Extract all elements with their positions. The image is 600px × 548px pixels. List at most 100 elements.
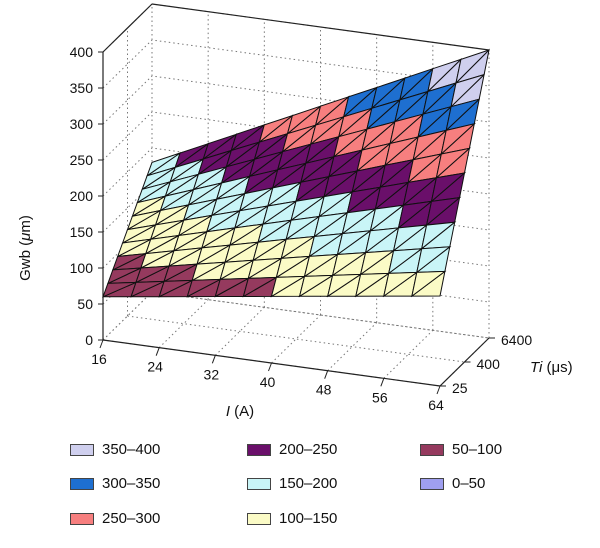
surface-facet	[369, 204, 406, 233]
surface-facet	[187, 182, 222, 207]
surface-facet	[202, 133, 237, 161]
surface-facet	[425, 196, 462, 227]
surface-facet	[430, 172, 467, 203]
x-tick-mark	[211, 355, 216, 364]
legend-label: 50–100	[452, 441, 503, 458]
surface-facet	[238, 187, 274, 212]
surface-facet	[427, 58, 462, 94]
legend-swatch	[247, 512, 271, 525]
surface-facet	[389, 113, 424, 145]
x-tick-mark	[380, 378, 385, 387]
surface-facet	[164, 173, 199, 198]
surface-facet	[230, 124, 265, 152]
surface-facet	[394, 91, 429, 124]
legend-item: 200–250	[247, 441, 337, 458]
surface-facet	[275, 255, 310, 279]
surface-facet	[243, 169, 278, 195]
surface-facet	[186, 278, 221, 298]
legend-swatch	[70, 443, 94, 456]
surface-facet	[192, 166, 227, 191]
surface-facet	[149, 219, 184, 241]
legend-swatch	[420, 477, 444, 490]
surface-facet	[300, 156, 335, 184]
surface-facet	[383, 271, 419, 298]
x-tick-label: 32	[204, 366, 220, 382]
y-tick-label: 6400	[501, 332, 532, 348]
surface-facet	[214, 277, 249, 298]
surface-facet	[412, 129, 447, 162]
surface-facet	[366, 99, 401, 131]
z-tick-label: 200	[70, 188, 94, 204]
legend-swatch	[70, 477, 94, 490]
surface-facet	[308, 233, 343, 258]
surface-facet	[234, 205, 269, 230]
surface-facet	[197, 150, 232, 176]
surface-facet	[387, 248, 424, 275]
legend-item: 300–350	[70, 475, 160, 492]
y-tick-label: 400	[477, 356, 501, 372]
surface-facet	[220, 158, 255, 185]
surface-facet	[219, 259, 254, 281]
surface-facet	[337, 107, 373, 139]
frame-edge	[151, 3, 490, 51]
z-tick-label: 50	[77, 296, 93, 312]
legend-swatch	[420, 443, 444, 456]
surface-facet	[298, 274, 335, 298]
depth-axis-label: Ti (μs)	[530, 359, 573, 376]
x-tick-label: 48	[316, 382, 332, 398]
surface-facet	[191, 261, 226, 282]
surface-facet	[248, 151, 283, 178]
surface-facet	[102, 281, 137, 298]
surface-facet	[201, 227, 236, 250]
surface-facet	[141, 166, 176, 191]
legend-item: 350–400	[70, 441, 160, 458]
legend-swatch	[247, 477, 271, 490]
z-tick-label: 0	[85, 332, 93, 348]
surface-facet	[455, 49, 490, 85]
surface-facet	[169, 158, 204, 184]
surface-facet	[304, 136, 340, 165]
surface-facet	[342, 87, 378, 119]
z-tick-label: 400	[70, 44, 94, 60]
legend-label: 150–200	[279, 475, 338, 492]
surface-facet	[374, 181, 411, 211]
surface-facet	[450, 74, 485, 109]
z-tick-label: 150	[70, 224, 94, 240]
surface-facet	[136, 181, 171, 204]
surface-facet	[285, 216, 320, 241]
x-tick-mark	[324, 370, 329, 379]
legend-label: 100–150	[279, 510, 338, 527]
surface-facet	[313, 212, 348, 238]
x-tick-label: 56	[372, 389, 388, 405]
surface-facet	[182, 198, 217, 222]
surface-facet	[196, 244, 231, 266]
surface-facet	[224, 241, 259, 264]
legend-label: 200–250	[279, 441, 338, 458]
surface-facet	[314, 96, 349, 127]
surface-facet	[281, 124, 316, 154]
surface-facet	[402, 176, 439, 207]
axis-ticks: 0 50 100 150 200 250 300 350 400 16 24 32 40 48 56 64 25…	[70, 44, 533, 413]
surface-facet	[258, 115, 293, 144]
surface-facet	[229, 223, 264, 247]
surface-facet	[215, 175, 250, 201]
x-tick-mark	[268, 362, 272, 372]
surface-facet	[163, 263, 198, 283]
surface-facet	[271, 162, 307, 190]
surface-facet	[326, 273, 363, 298]
y-axis-label: Gwb (μm)	[17, 215, 34, 281]
surface-facet	[416, 246, 452, 274]
surface-facet	[445, 98, 480, 132]
x-tick-mark	[99, 339, 104, 349]
surface-facet	[280, 236, 315, 260]
legend-item: 150–200	[247, 475, 337, 492]
surface-facet	[417, 106, 452, 139]
legend-label: 350–400	[102, 441, 161, 458]
surface-facet	[247, 257, 282, 280]
y-tick-label: 25	[452, 380, 468, 396]
surface-facet	[257, 219, 292, 244]
surface-facet	[351, 164, 386, 194]
x-tick-mark	[436, 385, 441, 395]
x-tick-label: 64	[428, 397, 444, 413]
